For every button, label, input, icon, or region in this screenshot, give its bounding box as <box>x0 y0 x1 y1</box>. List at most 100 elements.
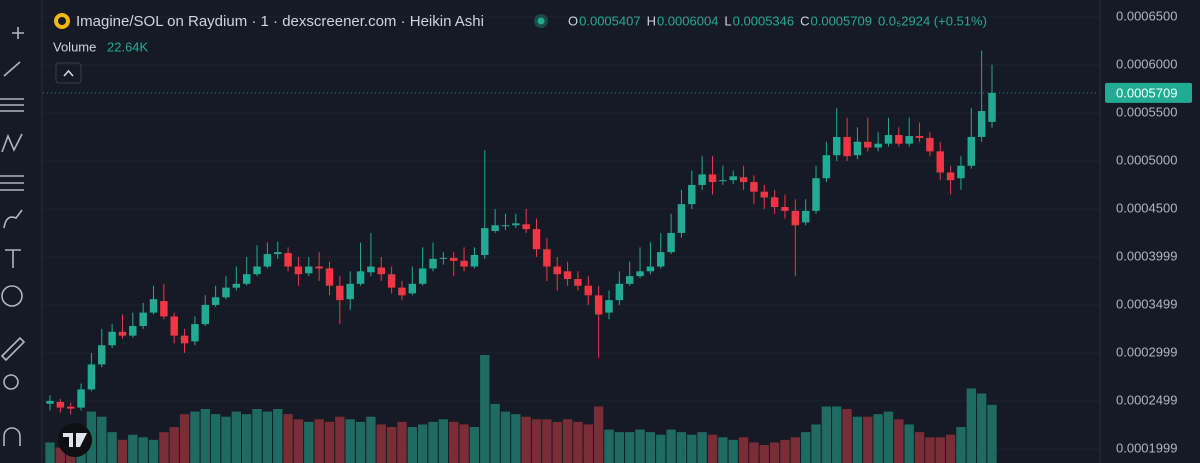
toolbar-icons[interactable] <box>0 27 26 446</box>
volume-bar <box>252 409 262 463</box>
candle-body <box>657 252 665 267</box>
volume-bar <box>811 424 821 463</box>
candle-body <box>688 184 696 205</box>
candle-body <box>160 301 168 317</box>
volume-bar <box>666 429 676 463</box>
candle-body <box>129 326 137 336</box>
ohlc-key: H <box>647 13 656 28</box>
brush-tool[interactable] <box>3 209 23 229</box>
candle-body <box>812 178 820 211</box>
text-tool[interactable] <box>5 249 21 268</box>
volume-bar <box>976 393 987 463</box>
volume-bar <box>273 409 283 463</box>
volume-bar <box>459 424 469 463</box>
candle-body <box>822 155 831 179</box>
candle-body <box>336 285 344 301</box>
volume-bar <box>883 411 894 463</box>
trend-line-tool[interactable] <box>3 61 21 77</box>
volume-bar <box>821 406 832 463</box>
candle-body <box>729 176 737 181</box>
y-tick-label: 0.0003999 <box>1116 248 1177 263</box>
candle-body <box>460 260 468 267</box>
volume-bar <box>645 432 656 463</box>
volume-bar <box>262 411 273 463</box>
candle-body <box>46 400 54 404</box>
candle-body <box>698 174 706 185</box>
candle-body <box>801 210 810 223</box>
candle-body <box>294 266 303 275</box>
volume-bar <box>635 429 645 463</box>
y-tick-label: 0.0005500 <box>1116 104 1177 119</box>
candle-body <box>253 266 261 275</box>
volume-bar <box>625 432 635 463</box>
volume-bar <box>945 434 956 463</box>
candle-body <box>926 137 934 152</box>
candle-body <box>305 266 313 274</box>
volume-bar <box>604 429 614 463</box>
candle-body <box>512 223 520 226</box>
candle-body <box>977 111 986 137</box>
chart-title: Imagine/SOL on Raydium · 1 · dexscreener… <box>76 13 484 30</box>
candle-body <box>532 229 541 250</box>
volume-bar <box>500 411 511 463</box>
candle-body <box>625 276 634 284</box>
collapse-button[interactable] <box>55 62 82 84</box>
candle-body <box>284 253 292 267</box>
candle-body <box>387 274 396 288</box>
candle-body <box>915 136 924 138</box>
emoji-tool[interactable] <box>1 285 23 307</box>
candle-body <box>739 177 748 183</box>
volume-bar <box>242 414 252 463</box>
volume-bar <box>521 416 531 463</box>
candle-body <box>398 287 406 296</box>
candle-body <box>118 331 127 336</box>
candle-body <box>708 174 717 183</box>
volume-bar <box>728 439 738 463</box>
volume-bar <box>759 445 769 463</box>
crosshair-tool[interactable] <box>12 27 24 39</box>
candle-body <box>470 255 479 267</box>
volume-bar <box>842 409 852 463</box>
candle-body <box>501 225 510 227</box>
candle-body <box>139 312 147 327</box>
volume-bar <box>304 421 314 463</box>
volume-bar <box>511 414 521 463</box>
y-tick-label: 0.0003499 <box>1116 296 1177 311</box>
volume-bar <box>376 424 386 463</box>
candle-body <box>563 271 572 280</box>
candle-body <box>263 254 272 267</box>
ohlc-key: O <box>568 13 578 28</box>
zoom-tool[interactable] <box>3 374 19 390</box>
volume-bar <box>179 414 190 463</box>
magnet-tool[interactable] <box>3 427 21 446</box>
volume-bar <box>925 437 935 463</box>
y-tick-label: 0.0002499 <box>1116 392 1177 407</box>
tv-logo-mark <box>63 433 87 447</box>
volume-bar <box>562 419 573 463</box>
candle-body <box>491 225 499 232</box>
volume-bar <box>190 411 200 463</box>
ruler-tool[interactable] <box>0 336 26 362</box>
ohlc-legend: O 0.0005407 H 0.0006004 L 0.0005346 C 0.0005709… <box>568 13 987 28</box>
y-tick-label: 0.0006500 <box>1116 8 1177 23</box>
candle-body <box>760 191 768 198</box>
y-tick-label: 0.0002999 <box>1116 344 1177 359</box>
status-dot <box>537 17 545 25</box>
volume-bar <box>904 424 914 463</box>
tv-logo[interactable] <box>58 423 92 457</box>
volume-bar <box>480 355 490 463</box>
fib-tool[interactable] <box>0 98 24 112</box>
volume-bar <box>573 421 583 463</box>
candle-body <box>77 389 85 408</box>
pattern-tool[interactable] <box>1 133 23 153</box>
candle-body <box>988 92 996 122</box>
volume-bar <box>966 388 976 463</box>
candle-body <box>149 299 158 313</box>
prediction-tool[interactable] <box>0 175 24 191</box>
y-tick-label: 0.0005000 <box>1116 152 1177 167</box>
volume-bar <box>324 421 335 463</box>
volume-bar <box>749 442 759 463</box>
volume-bar <box>832 406 842 463</box>
volume-bar <box>128 434 138 463</box>
